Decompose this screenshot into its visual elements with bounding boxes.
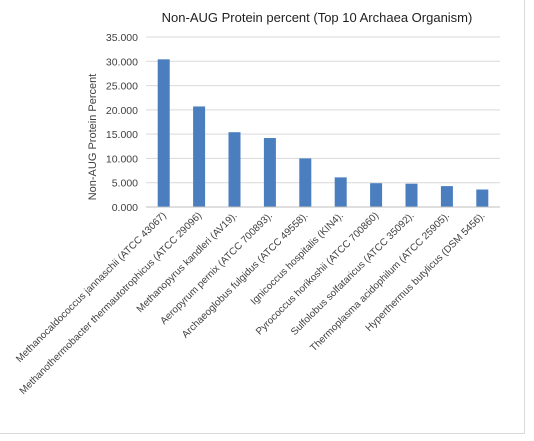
x-tick-label: Sulfolobus solfataricus (ATCC 35092). [289,210,417,338]
bar [193,106,206,207]
bar [405,183,418,207]
bar [476,189,489,207]
y-axis-ticks: 0.000 5.000 10.000 15.000 20.000 25.000 30.000… [106,32,138,214]
chart-frame-edge-right [524,0,525,434]
y-tick-label: 25.000 [106,81,138,93]
y-tick-label: 20.000 [106,105,138,117]
x-tick-label: Methanocaldococcus jannaschii (ATCC 4306… [14,210,169,365]
y-tick-label: 35.000 [106,32,138,44]
bars [157,59,489,207]
chart-title: Non-AUG Protein percent (Top 10 Archaea … [162,10,473,25]
bar [263,138,276,207]
x-tick-label: Archaeoglobus fulgidus (ATCC 49558). [180,210,310,340]
bar [157,59,170,207]
y-tick-label: 0.000 [112,202,138,214]
x-axis-labels: Methanocaldococcus jannaschii (ATCC 4306… [14,210,487,396]
bar [370,183,383,207]
bar [228,132,241,207]
y-tick-label: 10.000 [106,153,138,165]
bar [299,158,312,207]
chart-frame-edge-bottom [0,433,525,434]
y-axis-label: Non-AUG Protein Percent [87,74,99,201]
y-tick-label: 5.000 [112,178,138,190]
y-tick-label: 15.000 [106,129,138,141]
bar [440,186,453,207]
y-tick-label: 30.000 [106,56,138,68]
bar [334,177,347,207]
